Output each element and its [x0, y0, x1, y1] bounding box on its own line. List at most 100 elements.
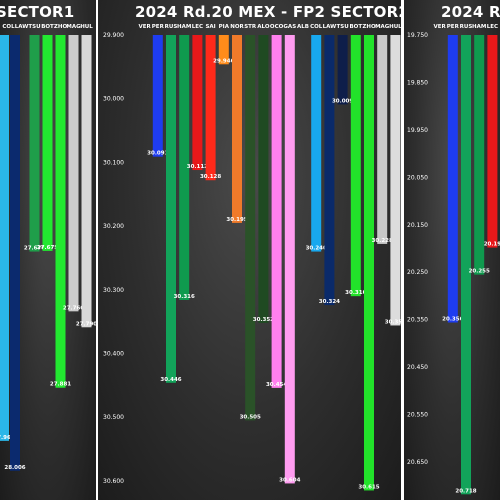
category-label-rus: RUS	[165, 24, 178, 30]
bar-law	[324, 35, 335, 306]
data-label-zho: 30.615	[358, 484, 379, 490]
category-label-ver: VER	[433, 24, 446, 30]
y-tick-label: 30.500	[103, 414, 124, 421]
bar-lec	[487, 35, 498, 248]
bar-alo	[258, 35, 269, 323]
category-label-mag: MAG	[375, 24, 390, 30]
category-label-str: STR	[244, 24, 257, 30]
bar-rus	[461, 35, 471, 495]
bar-tsu	[29, 35, 40, 252]
category-label-tsu: TSU	[28, 24, 40, 30]
category-label-law: LAW	[15, 24, 29, 30]
chart-title-sector3: 2024 Rd	[441, 3, 500, 21]
data-label-cropped-1: 28.006	[4, 465, 25, 471]
category-label-tsu: TSU	[337, 24, 349, 30]
bar-mag	[377, 35, 388, 244]
category-label-law: LAW	[323, 24, 337, 30]
bar-tsu	[337, 35, 348, 105]
data-label-lec: 30.112	[187, 164, 208, 170]
category-label-zho: ZHO	[362, 24, 376, 30]
bar-mag	[68, 35, 79, 312]
bar-ham	[179, 35, 190, 300]
data-label-gas: 30.604	[279, 477, 300, 483]
data-label-alo: 30.352	[253, 317, 274, 323]
data-label-tsu: 30.009	[332, 98, 353, 104]
data-label-cropped-0: 27.961	[0, 435, 15, 441]
category-label-rus: RUS	[460, 24, 473, 30]
data-label-str: 30.505	[240, 414, 261, 420]
bar-zho	[55, 35, 66, 388]
data-label-pia: 29.946	[213, 58, 234, 64]
category-label-col: COL	[310, 24, 323, 30]
category-label-lec: LEC	[487, 24, 498, 30]
bar-sai	[205, 35, 216, 181]
data-label-sai: 30.128	[200, 174, 221, 180]
chart-title-sector2: 2024 Rd.20 MEX - FP2 SECTOR2	[135, 3, 401, 21]
bar-pia	[218, 35, 229, 65]
chart-title-sector1: SECTOR1	[0, 3, 75, 21]
category-label-alo: ALO	[257, 24, 270, 30]
data-label-tsu: 27.676	[24, 246, 45, 252]
category-label-bot: BOT	[349, 24, 362, 30]
y-tick-label: 19.950	[407, 127, 428, 134]
data-label-rus: 30.446	[160, 377, 181, 383]
category-label-pia: PIA	[219, 24, 230, 30]
bar-nor	[232, 35, 242, 223]
data-label-mag: 27.766	[63, 305, 84, 311]
category-label-alb: ALB	[297, 24, 309, 30]
bar-oco	[271, 35, 282, 388]
data-label-per: 30.091	[147, 151, 168, 157]
data-label-zho: 27.881	[50, 382, 71, 388]
y-tick-label: 20.350	[407, 317, 428, 324]
category-label-sai: SAI	[205, 24, 215, 30]
data-label-nor: 30.195	[226, 217, 247, 223]
y-tick-label: 30.200	[103, 223, 124, 230]
bar-per	[152, 35, 163, 157]
bar-hul	[390, 35, 401, 326]
bar-zho	[364, 35, 374, 491]
y-tick-label: 30.400	[103, 350, 124, 357]
bar-hul	[81, 35, 92, 328]
category-label-col: COL	[2, 24, 15, 30]
bar-bot	[350, 35, 361, 297]
category-label-hul: HUL	[389, 24, 401, 30]
bar-cropped-1	[10, 35, 20, 471]
chart-panel-sector3: 19.750 19.850 19.950 20.050 20.150 20.250 20.3…	[404, 0, 500, 500]
category-label-ham: HAM	[472, 24, 486, 30]
y-tick-label: 30.100	[103, 159, 124, 166]
category-label-lec: LEC	[192, 24, 203, 30]
bar-col	[311, 35, 322, 252]
bar-ham	[474, 35, 485, 275]
category-label-nor: NOR	[230, 24, 244, 30]
category-label-zho: ZHO	[54, 24, 68, 30]
category-label-per: PER	[447, 24, 460, 30]
y-tick-label: 19.750	[407, 32, 428, 39]
data-label-rus: 20.718	[455, 488, 476, 494]
data-label-bot: 30.310	[345, 290, 366, 296]
bar-bot	[42, 35, 53, 251]
chart-svg-sector3: 19.750 19.850 19.950 20.050 20.150 20.250 20.3…	[407, 24, 500, 495]
data-label-per: 20.356	[442, 317, 463, 323]
data-label-hul: 30.356	[385, 319, 401, 325]
chart-panel-sector2: 29.900 30.000 30.100 30.200 30.300 30.400 30.5…	[98, 0, 401, 500]
data-label-bot: 27.675	[37, 245, 58, 251]
bar-str	[245, 35, 256, 421]
bar-lec	[192, 35, 203, 171]
y-tick-label: 20.650	[407, 459, 428, 466]
bar-gas	[284, 35, 295, 484]
data-label-hul: 27.790	[76, 321, 96, 327]
category-label-gas: GAS	[283, 24, 296, 30]
chart-svg-sector1: COL LAW TSU 27.676 BOT 27.675 ZHO 27.881 MAG 27.7…	[0, 24, 96, 471]
y-tick-label: 30.600	[103, 478, 124, 485]
bar-cropped-0	[0, 35, 9, 441]
category-label-ham: HAM	[177, 24, 191, 30]
category-label-mag: MAG	[66, 24, 81, 30]
category-label-hul: HUL	[80, 24, 93, 30]
y-tick-label: 29.900	[103, 32, 124, 39]
data-label-col: 30.240	[306, 246, 327, 252]
data-label-law: 30.324	[319, 299, 340, 305]
y-tick-label: 20.550	[407, 412, 428, 419]
data-label-mag: 30.228	[372, 238, 393, 244]
bar-per	[447, 35, 458, 323]
y-tick-label: 20.250	[407, 269, 428, 276]
